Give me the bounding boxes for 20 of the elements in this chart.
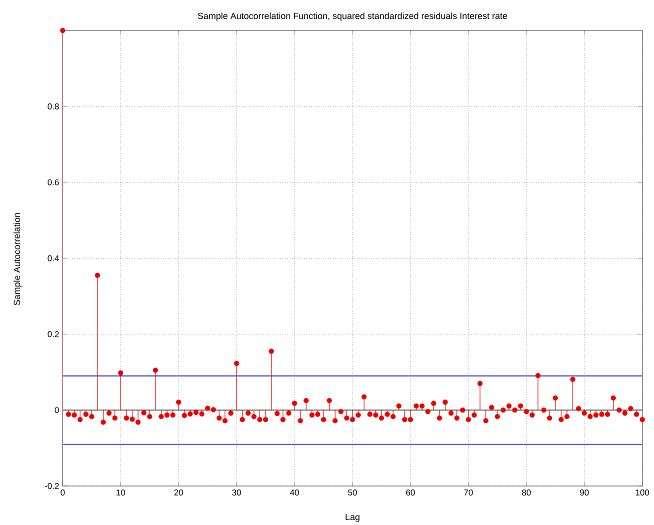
x-tick-label: 20	[174, 490, 183, 496]
chart-title: Sample Autocorrelation Function, squared standardized residuals Interest rate	[198, 12, 508, 21]
x-axis-title: Lag	[346, 514, 360, 522]
x-tick-label: 30	[232, 490, 241, 496]
x-tick-label: 90	[580, 490, 589, 496]
x-tick-label: 40	[290, 490, 299, 496]
x-tick-label: 50	[348, 490, 357, 496]
x-tick-label: 0	[60, 490, 65, 496]
x-tick-label: 100	[636, 490, 650, 496]
x-tick-label: 80	[522, 490, 531, 496]
y-tick-label: 0.2	[48, 331, 59, 338]
x-tick-label: 60	[406, 490, 415, 496]
y-tick-label: 0.4	[48, 255, 59, 262]
x-tick-label: 10	[116, 490, 126, 496]
y-tick-label: -0.2	[44, 483, 59, 489]
y-tick-label: 0.6	[48, 179, 59, 186]
x-tick-label: 70	[464, 490, 473, 496]
y-axis-title: Sample Autocorrelation	[14, 213, 22, 306]
y-tick-label: 0.8	[48, 103, 59, 110]
y-tick-label: 0	[54, 407, 59, 414]
